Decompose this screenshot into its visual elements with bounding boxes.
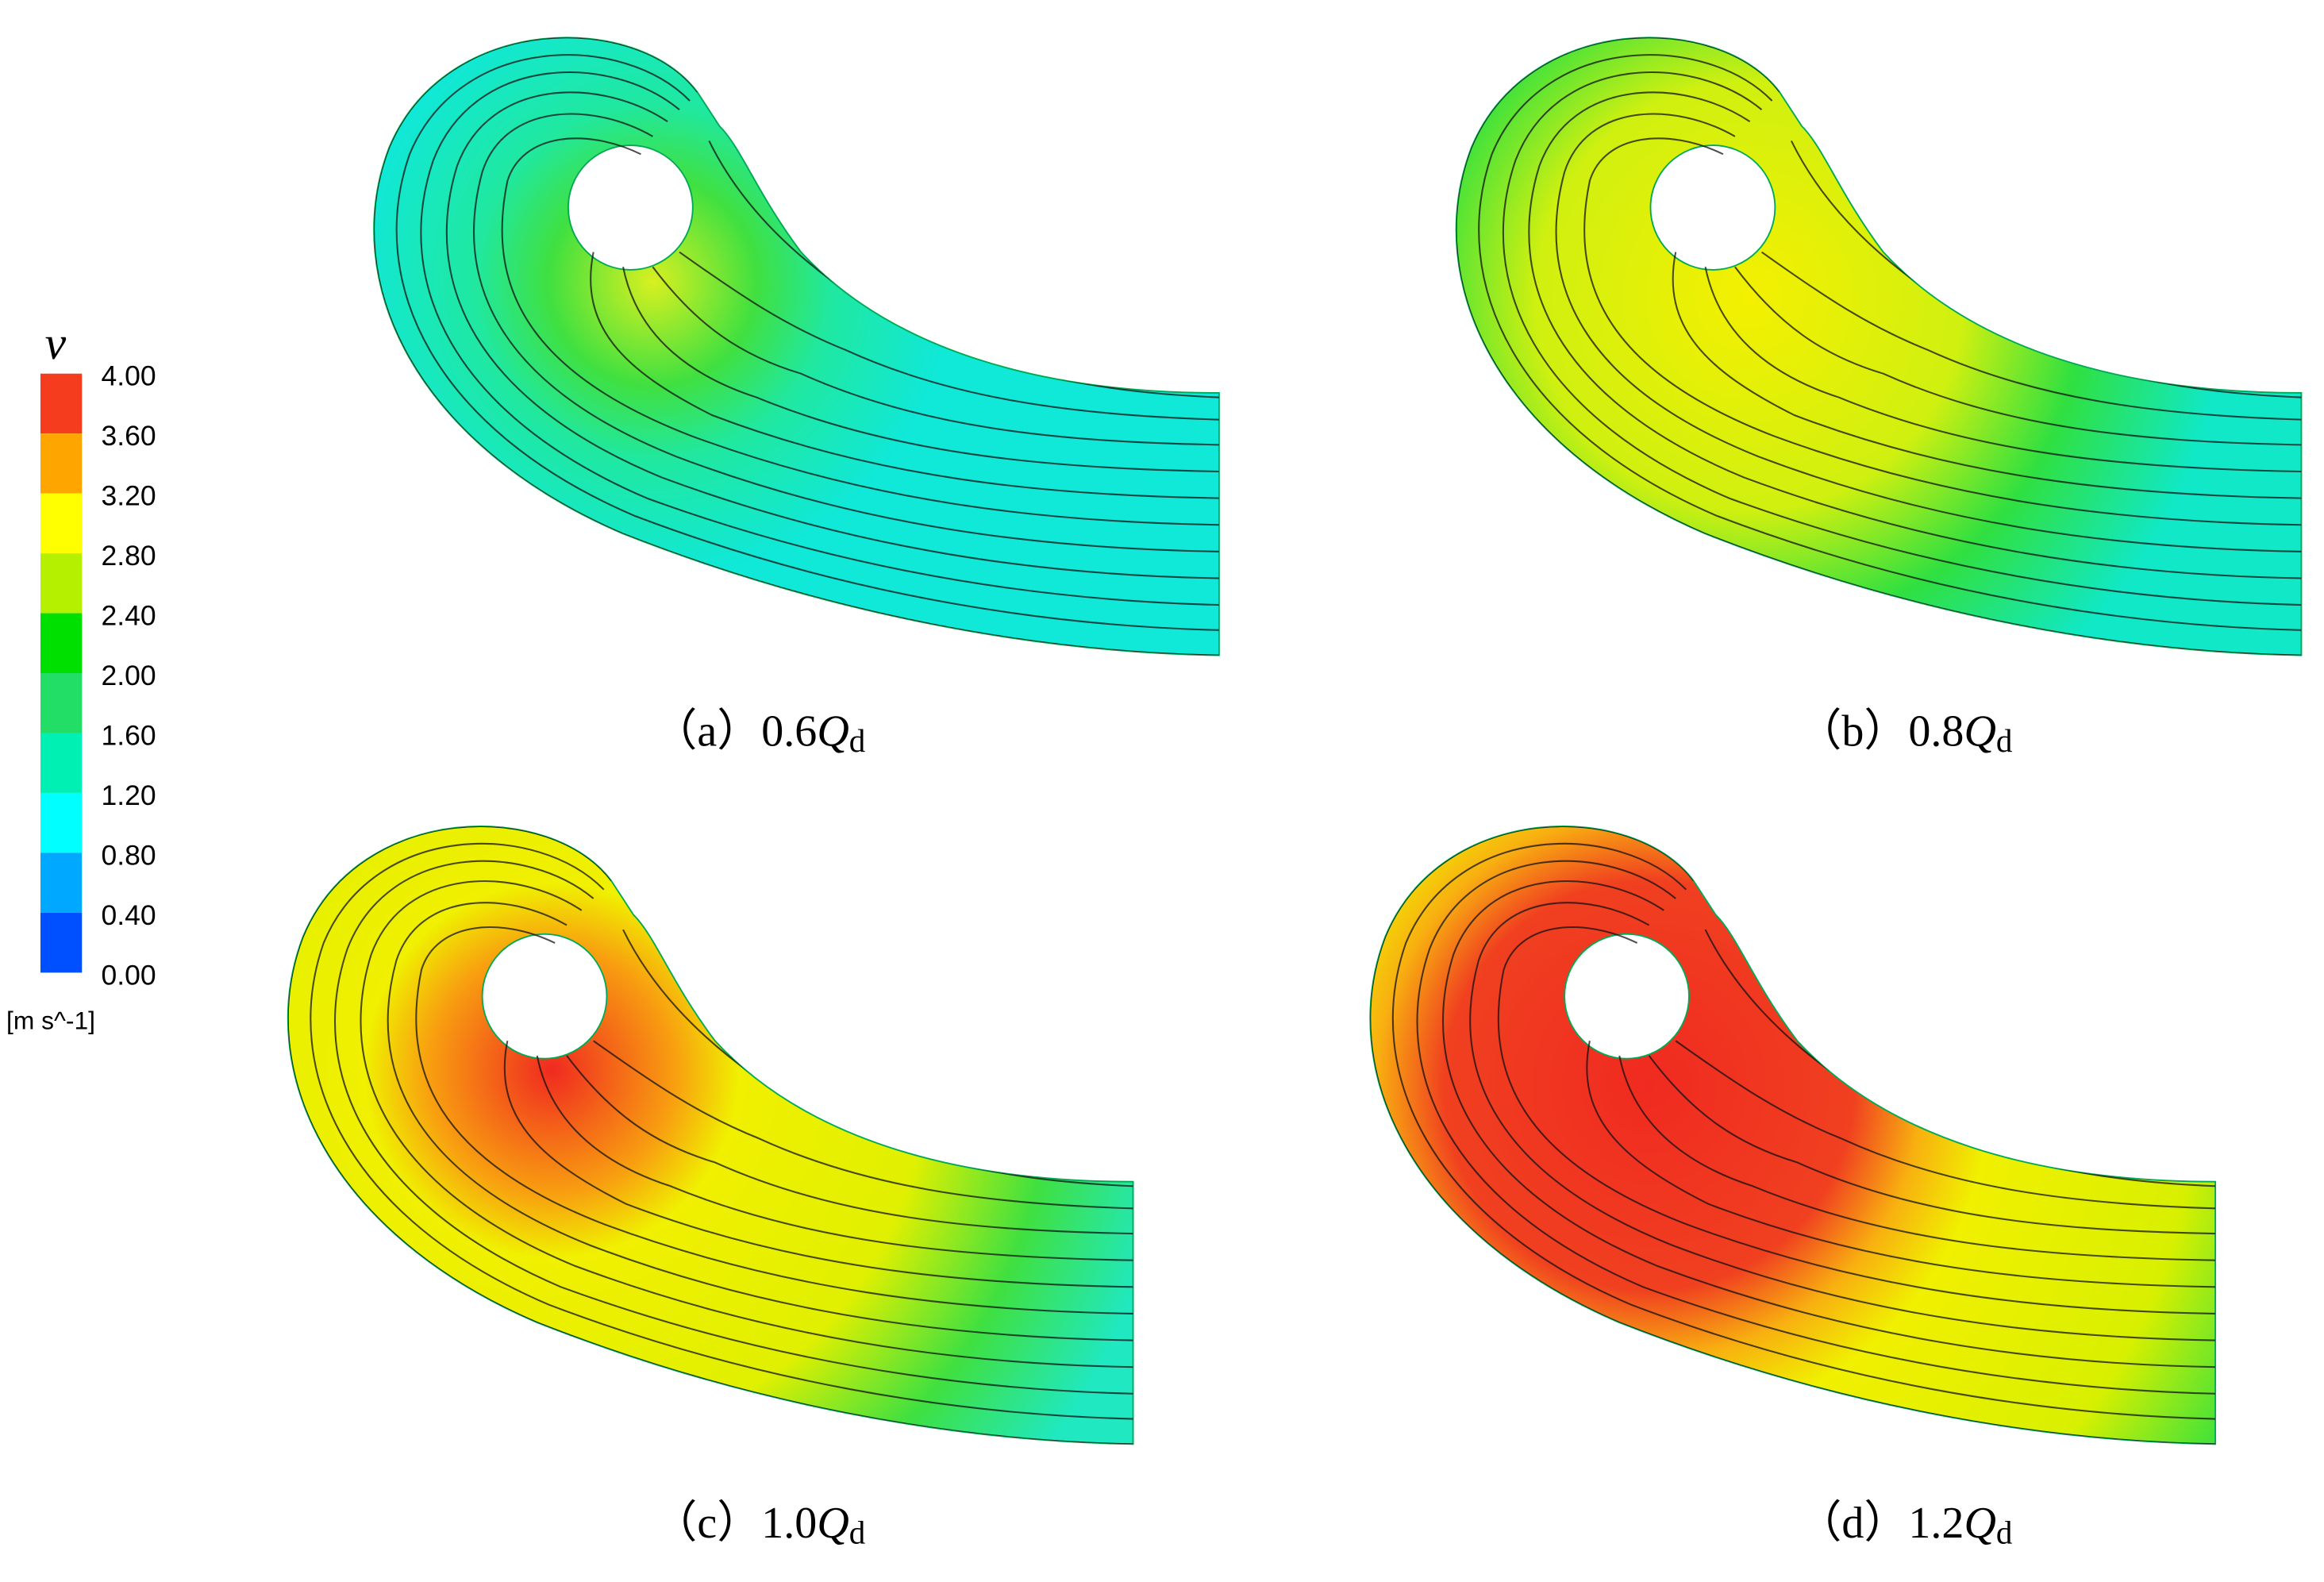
legend-tick: 4.00 <box>102 360 156 392</box>
legend-tick: 2.80 <box>102 540 156 572</box>
panel-coef: 0.6 <box>761 707 817 756</box>
legend-unit: [m s^-1] <box>6 1006 95 1034</box>
color-band <box>40 493 83 554</box>
legend-tick: 0.40 <box>102 899 156 931</box>
panel-symbol: Q <box>817 707 848 756</box>
panel-label: （c）1.0Qd <box>652 1499 865 1550</box>
velocity-contour <box>373 37 1220 656</box>
legend-tick: 3.20 <box>102 480 156 512</box>
legend-tick: 1.20 <box>102 779 156 811</box>
legend-tick: 1.60 <box>102 719 156 751</box>
legend-tick: 2.40 <box>102 600 156 632</box>
color-band <box>40 673 83 733</box>
panel-b <box>1456 37 2302 655</box>
panel-label: （b）0.8Qd <box>1797 707 2013 759</box>
panel-tag: （a） <box>652 707 761 756</box>
legend-tick: 3.60 <box>102 420 156 452</box>
velocity-contour <box>1455 37 2303 656</box>
color-band <box>40 373 83 434</box>
color-band <box>40 613 83 674</box>
panel-d <box>1370 826 2215 1444</box>
panel-c <box>288 826 1133 1444</box>
panel-a <box>374 37 1219 655</box>
panel-label: （d）1.2Qd <box>1797 1499 2013 1550</box>
panel-subscript: d <box>1996 722 2013 759</box>
panel-coef: 1.2 <box>1908 1499 1964 1548</box>
legend-tick: 0.80 <box>102 839 156 871</box>
legend-tick: 2.00 <box>102 660 156 691</box>
panel-symbol: Q <box>1964 707 1995 756</box>
color-band <box>40 853 83 913</box>
panel-label: （a）0.6Qd <box>652 707 865 759</box>
panel-subscript: d <box>849 1514 866 1550</box>
legend-symbol: v <box>45 317 67 369</box>
panel-coef: 1.0 <box>761 1499 817 1548</box>
legend-tick: 0.00 <box>102 959 156 991</box>
panel-tag: （c） <box>652 1499 761 1548</box>
panel-coef: 0.8 <box>1908 707 1964 756</box>
color-band <box>40 433 83 494</box>
panel-subscript: d <box>849 722 866 759</box>
color-band <box>40 553 83 614</box>
panel-tag: （d） <box>1797 1499 1908 1548</box>
color-band <box>40 912 83 973</box>
velocity-contour <box>287 826 1134 1445</box>
color-band <box>40 733 83 793</box>
panel-symbol: Q <box>817 1499 848 1548</box>
velocity-contour <box>1369 826 2217 1445</box>
panel-tag: （b） <box>1797 707 1908 756</box>
color-band <box>40 792 83 853</box>
panel-symbol: Q <box>1964 1499 1995 1548</box>
panel-subscript: d <box>1996 1514 2013 1550</box>
colorbar: v 4.00 3.60 3.20 2.80 2.40 2.00 1.60 1.2… <box>6 317 156 1034</box>
